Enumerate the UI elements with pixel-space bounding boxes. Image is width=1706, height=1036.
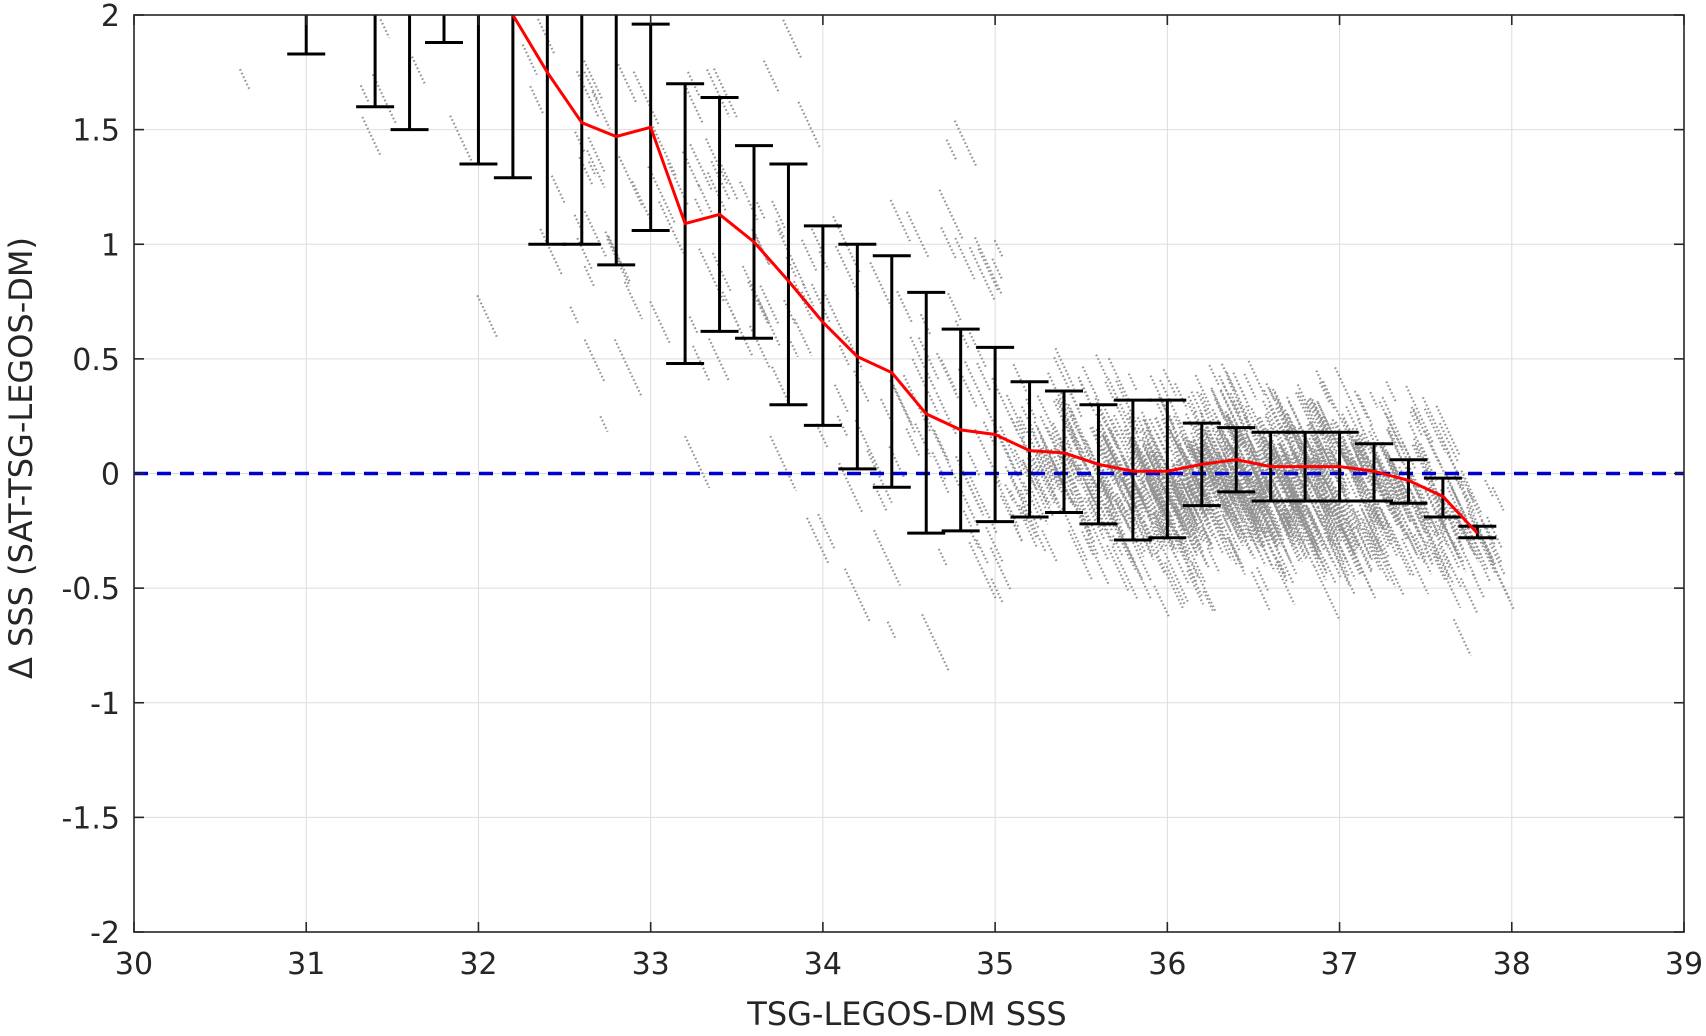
y-tick-label: -1.5	[61, 801, 120, 836]
y-tick-label: 0.5	[72, 343, 120, 378]
x-axis-label: TSG-LEGOS-DM SSS	[746, 995, 1066, 1031]
x-tick-label: 38	[1493, 947, 1531, 982]
mean-line-layer	[511, 14, 1479, 535]
x-tick-label: 30	[115, 947, 153, 982]
x-tick-label: 37	[1320, 947, 1358, 982]
scatter-layer	[239, 18, 1516, 673]
x-tick-label: 32	[459, 947, 497, 982]
y-tick-label: 1	[101, 228, 120, 263]
y-tick-label: -0.5	[61, 572, 120, 607]
x-tick-label: 36	[1148, 947, 1186, 982]
axes-layer	[133, 14, 1685, 933]
y-tick-label: 1.5	[72, 114, 120, 149]
x-tick-label: 35	[976, 947, 1014, 982]
x-tick-label: 34	[804, 947, 842, 982]
x-tick-label: 33	[632, 947, 670, 982]
scatter-points	[239, 18, 1516, 673]
y-tick-label: 0	[101, 458, 120, 493]
y-tick-label: -2	[90, 916, 120, 951]
y-axis-label: Δ SSS (SAT-TSG-LEGOS-DM)	[2, 237, 40, 679]
x-tick-label: 31	[287, 947, 325, 982]
mean-line	[511, 14, 1479, 535]
y-tick-label: -1	[90, 687, 120, 722]
x-tick-label: 39	[1665, 947, 1703, 982]
ticklabel-layer: 30 31 32 33 34 35 36 37 38 39 -2 -1.5 -1 -0.5 0 0.5 1 1.5…	[61, 0, 1703, 982]
y-tick-label: 2	[101, 0, 120, 34]
